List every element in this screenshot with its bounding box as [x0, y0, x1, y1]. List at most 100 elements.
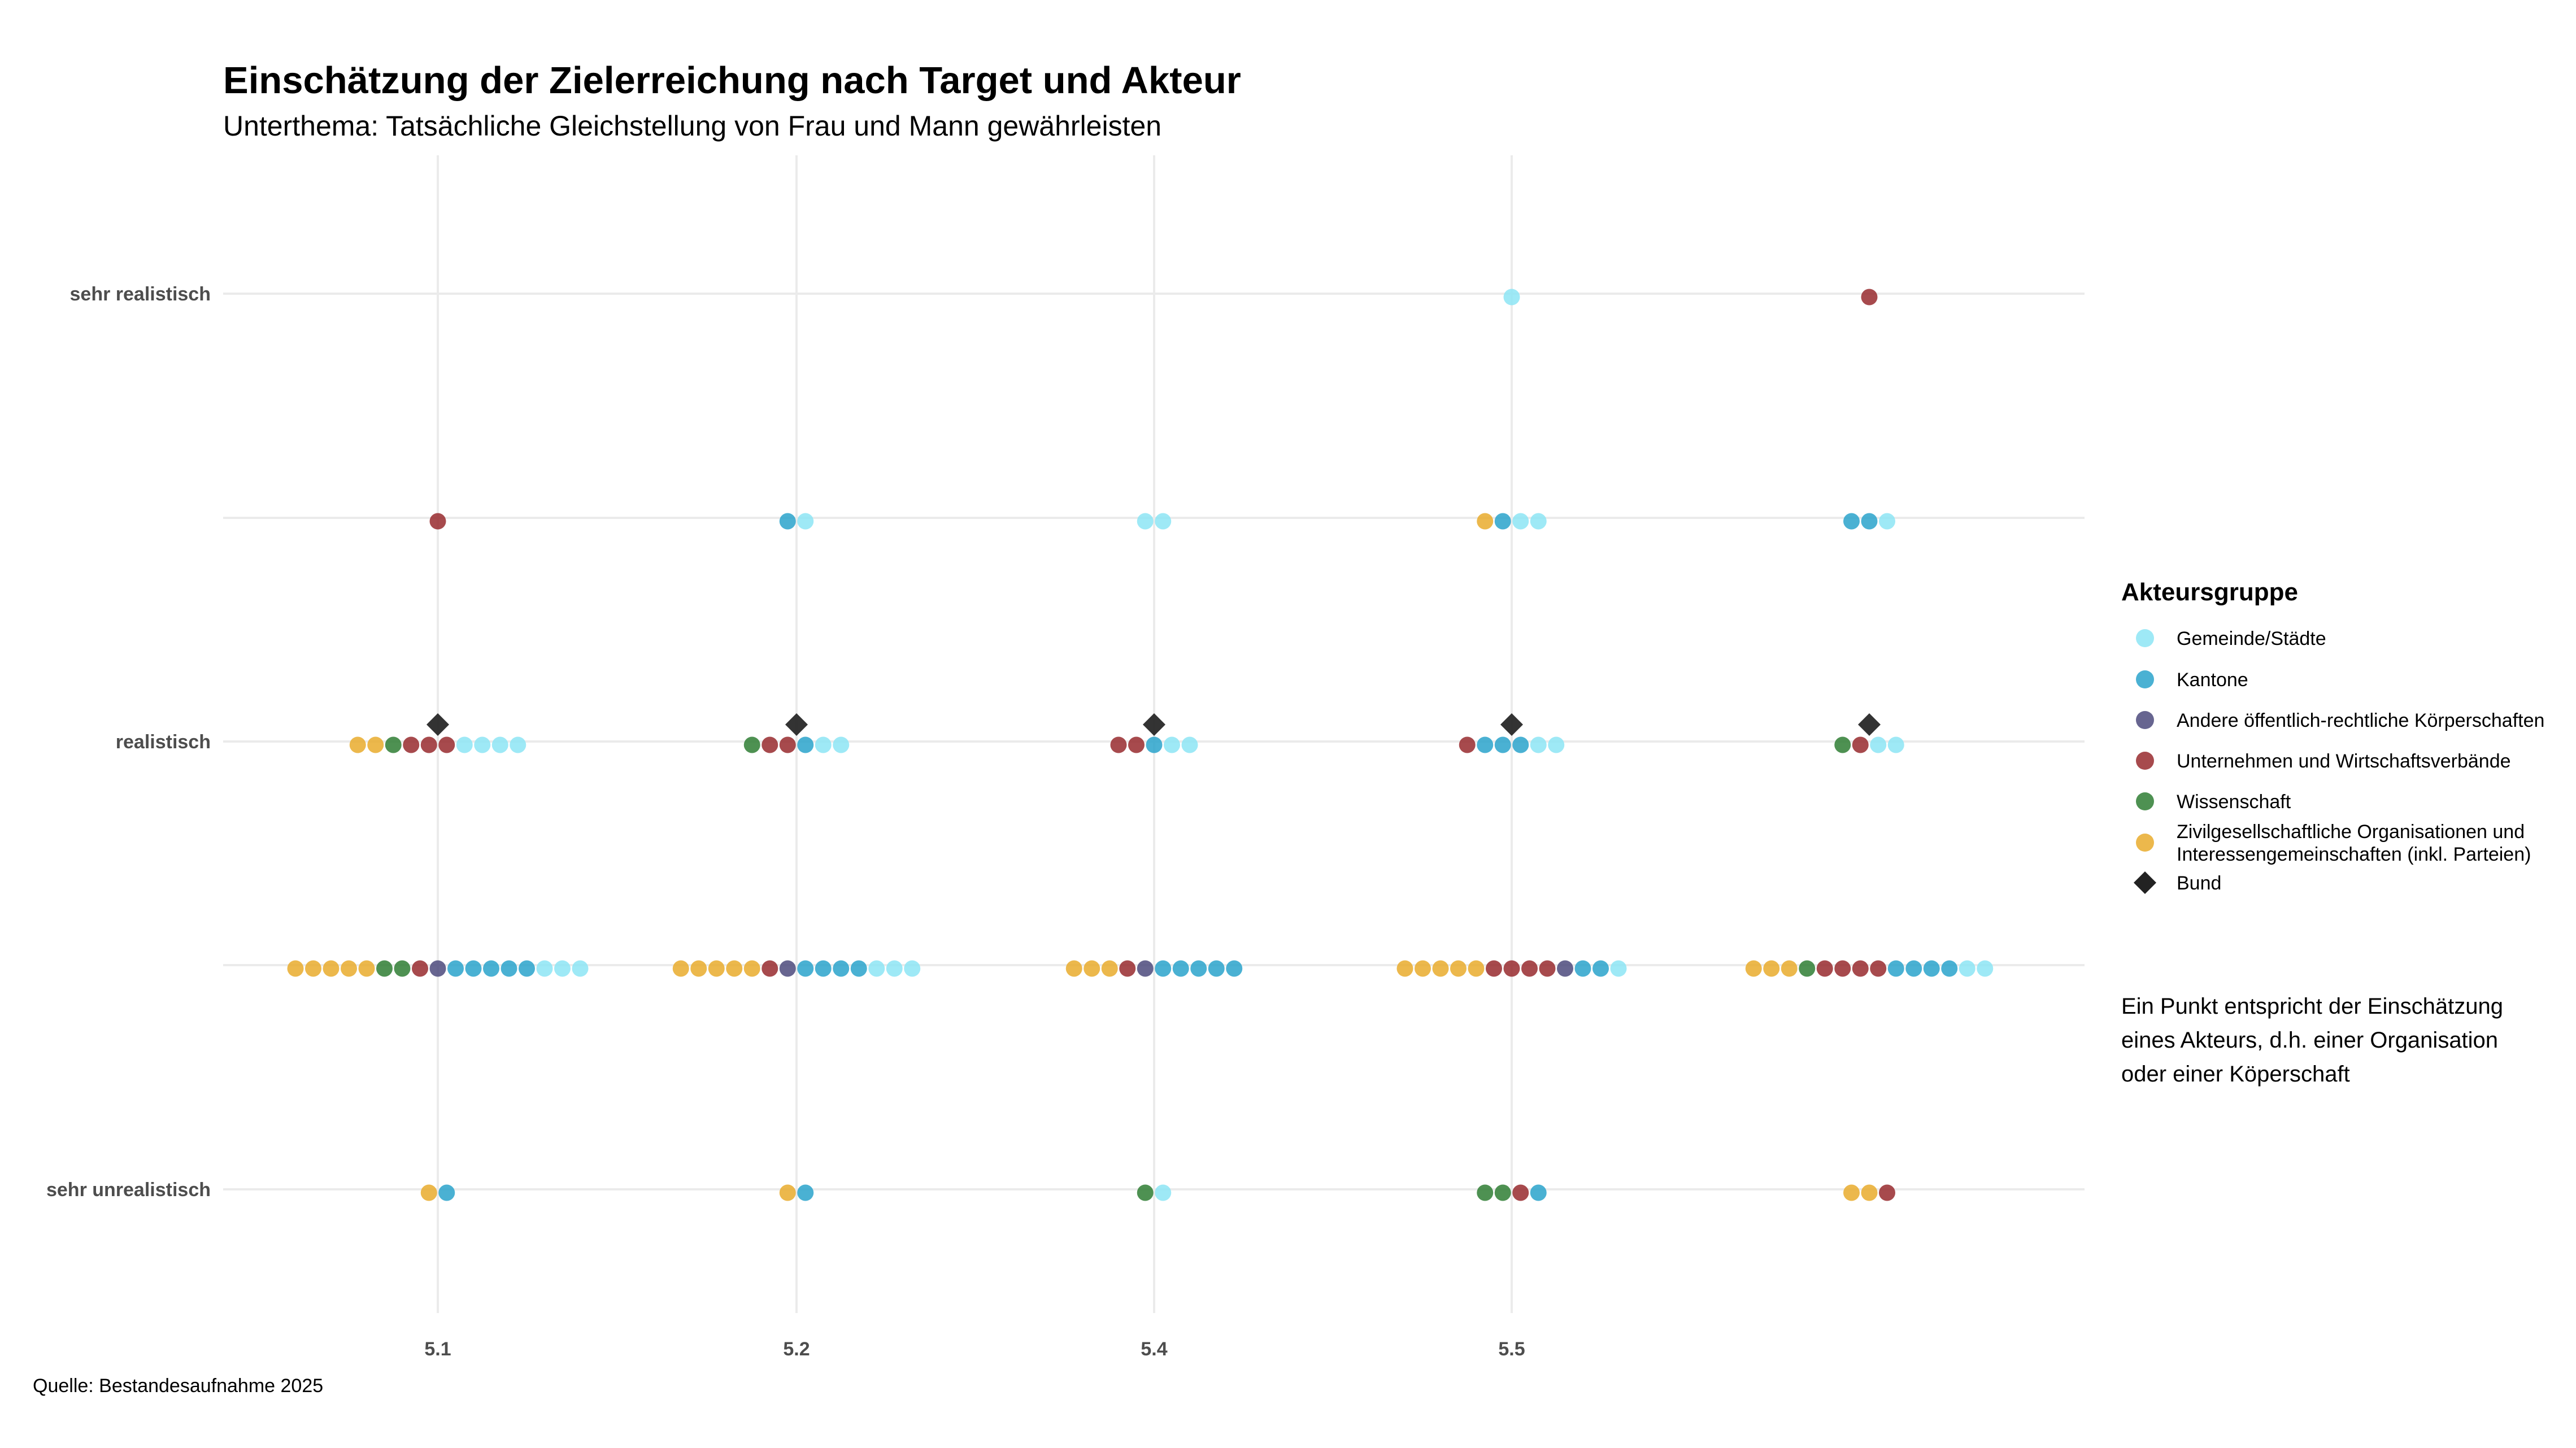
data-point-kantone — [1512, 736, 1529, 753]
legend-dot-icon — [2136, 752, 2154, 770]
data-point-unternehmen-und-wirtschaftsverbande — [779, 736, 796, 753]
bund-diamond — [1500, 713, 1523, 736]
data-point-zivilgesellschaftliche-organisationen-und-interessengemeinschaften-inkl-parteien — [1101, 960, 1118, 977]
data-point-gemeinde-stadte — [1155, 513, 1172, 530]
data-point-unternehmen-und-wirtschaftsverbande — [429, 513, 446, 530]
data-point-kantone — [1190, 960, 1207, 977]
data-point-unternehmen-und-wirtschaftsverbande — [1128, 736, 1145, 753]
data-point-zivilgesellschaftliche-organisationen-und-interessengemeinschaften-inkl-parteien — [323, 960, 340, 977]
data-point-kantone — [1923, 960, 1940, 977]
data-point-kantone — [1941, 960, 1958, 977]
data-point-zivilgesellschaftliche-organisationen-und-interessengemeinschaften-inkl-parteien — [349, 736, 366, 753]
data-point-zivilgesellschaftliche-organisationen-und-interessengemeinschaften-inkl-parteien — [1065, 960, 1082, 977]
data-point-gemeinde-stadte — [1512, 513, 1529, 530]
data-point-unternehmen-und-wirtschaftsverbande — [1521, 960, 1538, 977]
y-tick-label: realistisch — [116, 731, 211, 753]
legend-label: Andere öffentlich-rechtliche Körperschaf… — [2177, 710, 2544, 731]
data-point-gemeinde-stadte — [886, 960, 903, 977]
data-point-unternehmen-und-wirtschaftsverbande — [1459, 736, 1476, 753]
data-point-zivilgesellschaftliche-organisationen-und-interessengemeinschaften-inkl-parteien — [341, 960, 357, 977]
data-point-andere-offentlich-rechtliche-korperschaften — [429, 960, 446, 977]
data-point-kantone — [1155, 960, 1172, 977]
legend-item-bund: Bund — [2134, 871, 2221, 894]
data-point-unternehmen-und-wirtschaftsverbande — [1110, 736, 1127, 753]
legend-label: Interessengemeinschaften (inkl. Parteien… — [2177, 844, 2531, 865]
data-point-zivilgesellschaftliche-organisationen-und-interessengemeinschaften-inkl-parteien — [743, 960, 760, 977]
data-point-gemeinde-stadte — [797, 513, 814, 530]
legend-label: Unternehmen und Wirtschaftsverbände — [2177, 751, 2511, 772]
note-line-1: Ein Punkt entspricht der Einschätzung — [2121, 994, 2503, 1019]
y-axis-tick-labels: sehr realistisch realistisch sehr unrealis… — [46, 284, 211, 1201]
data-point-gemeinde-stadte — [1530, 736, 1547, 753]
legend-dot-icon — [2136, 629, 2154, 647]
data-point-gemeinde-stadte — [1548, 736, 1565, 753]
data-point-zivilgesellschaftliche-organisationen-und-interessengemeinschaften-inkl-parteien — [1468, 960, 1485, 977]
data-point-zivilgesellschaftliche-organisationen-und-interessengemeinschaften-inkl-parteien — [690, 960, 707, 977]
legend-label: Gemeinde/Städte — [2177, 628, 2326, 649]
legend-item-kantone: Kantone — [2136, 669, 2248, 691]
data-point-kantone — [779, 513, 796, 530]
data-point-gemeinde-stadte — [868, 960, 885, 977]
chart-subtitle: Unterthema: Tatsächliche Gleichstellung … — [223, 110, 1161, 142]
data-point-kantone — [447, 960, 464, 977]
data-point-unternehmen-und-wirtschaftsverbande — [762, 736, 778, 753]
data-point-gemeinde-stadte — [456, 736, 473, 753]
bund-diamond — [427, 713, 449, 736]
data-point-unternehmen-und-wirtschaftsverbande — [1512, 1184, 1529, 1201]
legend-item-gemeinde-stadte: Gemeinde/Städte — [2136, 628, 2326, 649]
data-point-kantone — [797, 1184, 814, 1201]
legend: Akteursgruppe Gemeinde/Städte Kantone Ande… — [2121, 578, 2544, 894]
legend-dot-icon — [2136, 834, 2154, 852]
note-line-2: eines Akteurs, d.h. einer Organisation — [2121, 1028, 2498, 1053]
data-point-unternehmen-und-wirtschaftsverbande — [412, 960, 428, 977]
legend-diamond-icon — [2134, 871, 2156, 894]
data-point-gemeinde-stadte — [1887, 736, 1904, 753]
data-point-unternehmen-und-wirtschaftsverbande — [1486, 960, 1502, 977]
data-point-andere-offentlich-rechtliche-korperschaften — [1137, 960, 1154, 977]
data-point-zivilgesellschaftliche-organisationen-und-interessengemeinschaften-inkl-parteien — [1415, 960, 1431, 977]
data-point-gemeinde-stadte — [1610, 960, 1627, 977]
source-caption: Quelle: Bestandesaufnahme 2025 — [33, 1375, 323, 1397]
data-point-andere-offentlich-rechtliche-korperschaften — [1557, 960, 1573, 977]
data-point-kantone — [1905, 960, 1922, 977]
data-point-kantone — [797, 736, 814, 753]
data-point-andere-offentlich-rechtliche-korperschaften — [779, 960, 796, 977]
data-point-wissenschaft — [743, 736, 760, 753]
data-point-zivilgesellschaftliche-organisationen-und-interessengemeinschaften-inkl-parteien — [305, 960, 321, 977]
data-point-kantone — [1172, 960, 1189, 977]
data-point-gemeinde-stadte — [1155, 1184, 1172, 1201]
legend-items: Gemeinde/Städte Kantone Andere öffentlich-… — [2134, 628, 2544, 894]
note-line-3: oder einer Köperschaft — [2121, 1062, 2350, 1087]
data-point-unternehmen-und-wirtschaftsverbande — [438, 736, 455, 753]
data-point-gemeinde-stadte — [1977, 960, 1994, 977]
data-point-unternehmen-und-wirtschaftsverbande — [1861, 289, 1878, 306]
bund-diamond — [785, 713, 808, 736]
data-point-zivilgesellschaftliche-organisationen-und-interessengemeinschaften-inkl-parteien — [358, 960, 375, 977]
data-point-kantone — [519, 960, 535, 977]
data-point-wissenschaft — [1137, 1184, 1154, 1201]
data-point-unternehmen-und-wirtschaftsverbande — [1852, 960, 1869, 977]
data-point-unternehmen-und-wirtschaftsverbande — [1503, 960, 1520, 977]
data-point-zivilgesellschaftliche-organisationen-und-interessengemeinschaften-inkl-parteien — [1396, 960, 1413, 977]
data-point-kantone — [1887, 960, 1904, 977]
data-point-kantone — [1477, 736, 1494, 753]
data-point-kantone — [797, 960, 814, 977]
data-point-wissenschaft — [1834, 736, 1851, 753]
data-point-zivilgesellschaftliche-organisationen-und-interessengemeinschaften-inkl-parteien — [1861, 1184, 1878, 1201]
data-point-zivilgesellschaftliche-organisationen-und-interessengemeinschaften-inkl-parteien — [726, 960, 743, 977]
data-point-zivilgesellschaftliche-organisationen-und-interessengemeinschaften-inkl-parteien — [287, 960, 304, 977]
legend-label: Wissenschaft — [2177, 791, 2291, 813]
data-point-gemeinde-stadte — [572, 960, 589, 977]
data-point-gemeinde-stadte — [491, 736, 508, 753]
data-point-wissenschaft — [1494, 1184, 1511, 1201]
data-point-wissenschaft — [1477, 1184, 1494, 1201]
explanatory-note: Ein Punkt entspricht der Einschätzung ei… — [2121, 994, 2503, 1087]
data-point-wissenschaft — [376, 960, 393, 977]
data-point-zivilgesellschaftliche-organisationen-und-interessengemeinschaften-inkl-parteien — [420, 1184, 437, 1201]
data-point-unternehmen-und-wirtschaftsverbande — [762, 960, 778, 977]
bund-markers — [427, 713, 1881, 736]
data-point-wissenschaft — [385, 736, 402, 753]
data-point-gemeinde-stadte — [474, 736, 491, 753]
data-point-kantone — [1592, 960, 1609, 977]
data-point-kantone — [815, 960, 832, 977]
